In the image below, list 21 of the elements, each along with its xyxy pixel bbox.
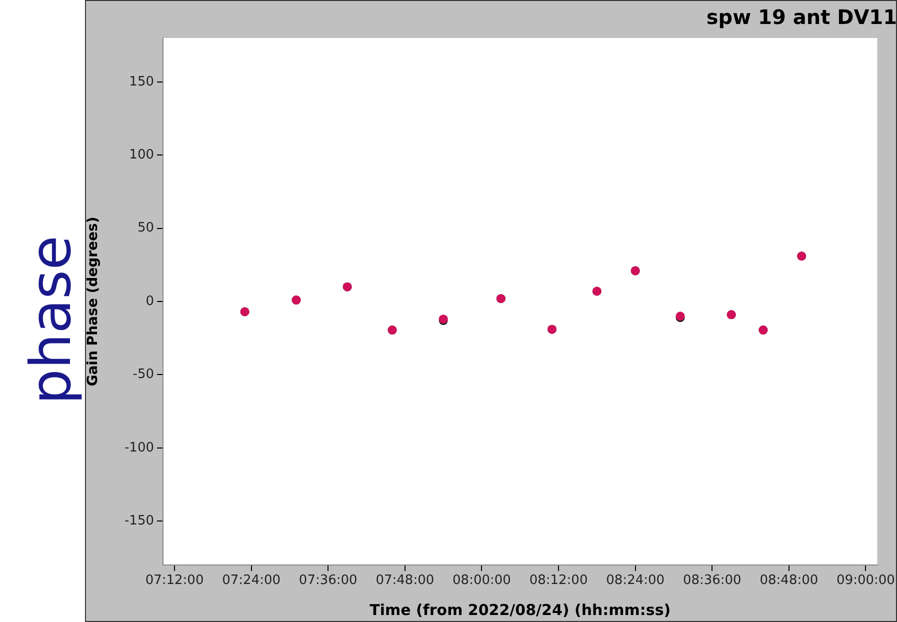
x-tick-label: 07:48:00 [376,573,434,588]
y-tick-label: 100 [129,147,154,162]
x-tick-label: 08:36:00 [682,573,742,588]
y-axis-title: Gain Phase (degrees) [85,216,102,386]
y-tick-label: 150 [129,74,154,90]
text: phase [19,236,84,404]
y-tick-label: -100 [124,440,154,456]
y-tick-label: -50 [132,367,154,382]
x-axis-title: Time (from 2022/08/24) (hh:mm:ss) [370,600,671,619]
y-tick-label: 0 [146,294,154,309]
x-tick-label: 08:48:00 [760,573,818,588]
y-tick-label: 50 [137,220,154,236]
x-tick-label: 08:24:00 [606,573,665,588]
x-tick-label: 07:12:00 [145,573,204,588]
chart-title: spw 19 ant DV11 [706,5,897,30]
x-tick-label: 07:24:00 [222,573,281,588]
x-tick-label: 08:12:00 [529,573,588,588]
x-tick-label: 08:00:00 [452,573,511,588]
x-tick-label: 07:36:00 [298,573,358,588]
x-tick-label: 09:00:00 [836,573,895,588]
y-tick-label: -150 [124,513,154,528]
